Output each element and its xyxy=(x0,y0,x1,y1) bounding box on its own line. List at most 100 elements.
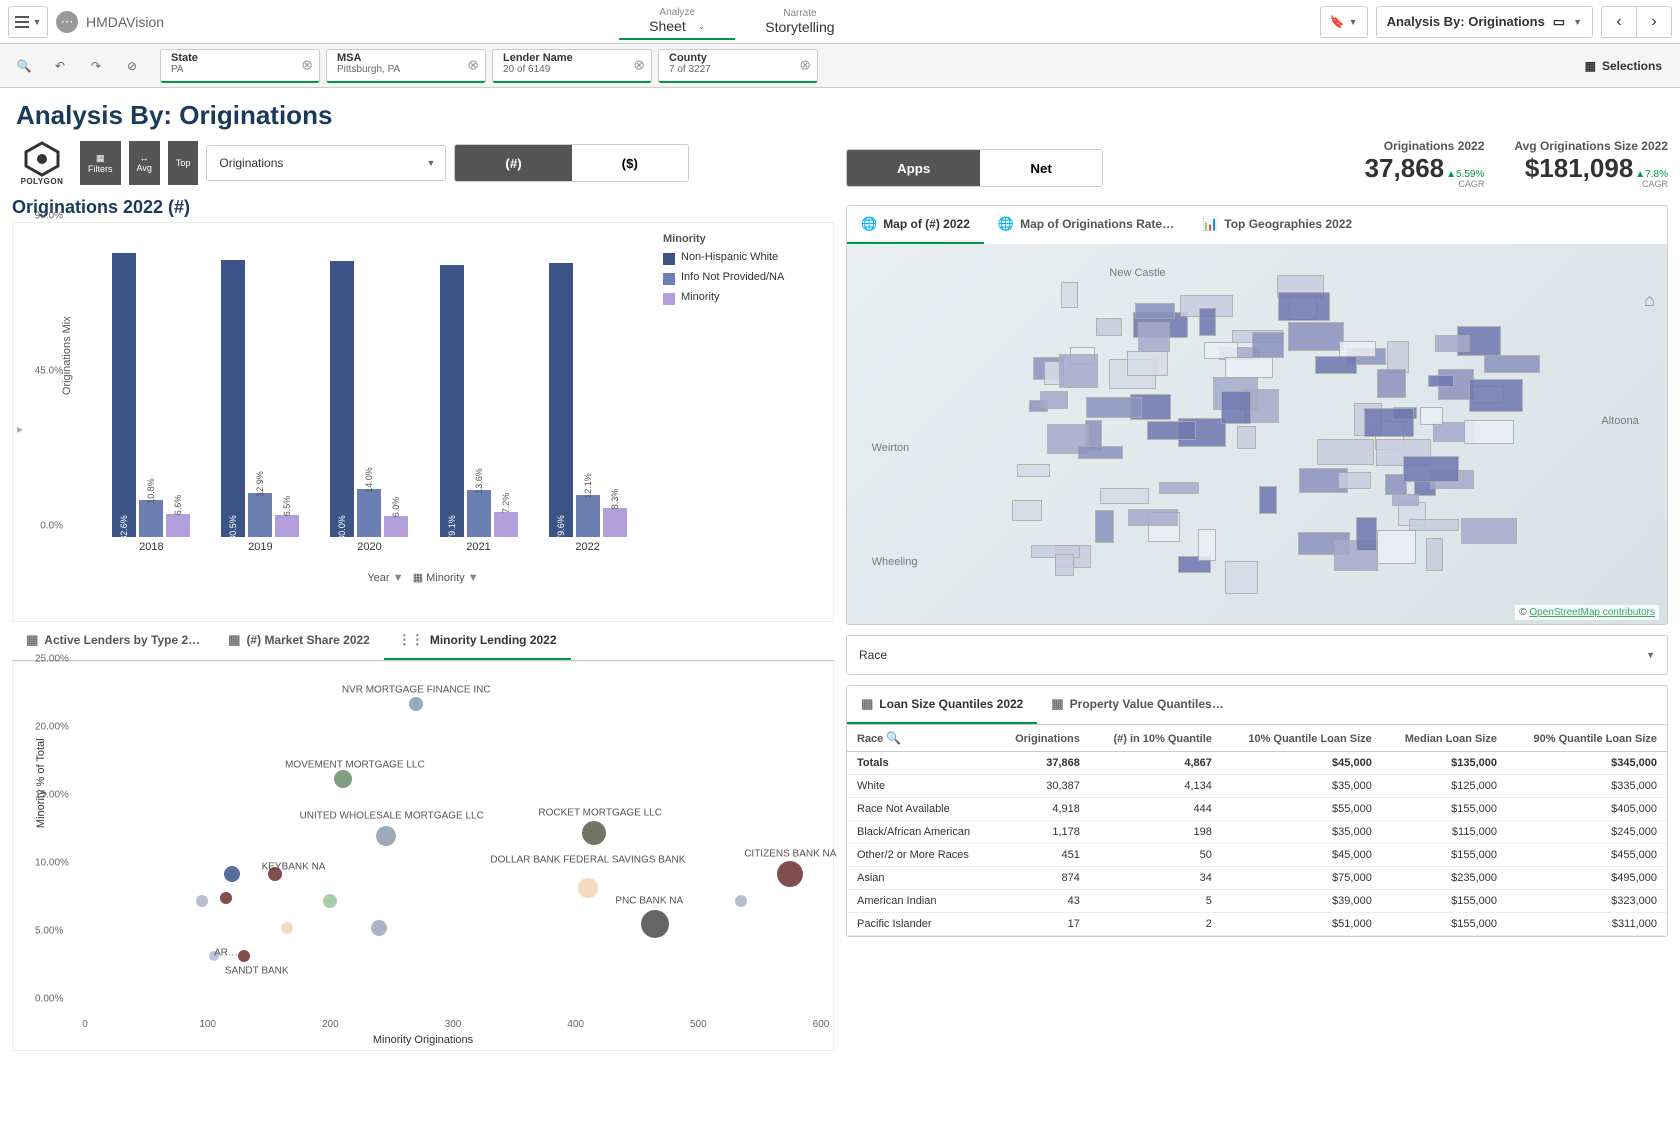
chevron-down-icon[interactable]: ▼ xyxy=(468,572,479,584)
choropleth-region[interactable] xyxy=(1426,538,1443,571)
choropleth-region[interactable] xyxy=(1061,282,1078,308)
bar[interactable]: 82.6% xyxy=(112,253,136,538)
filter-chip[interactable]: Lender Name 20 of 6149 ⊗ xyxy=(492,49,652,83)
table-tab[interactable]: ▦Property Value Quantiles… xyxy=(1037,686,1237,724)
choropleth-region[interactable] xyxy=(1409,519,1459,531)
choropleth-region[interactable] xyxy=(1252,332,1284,357)
segment-apps-button[interactable]: Apps xyxy=(847,150,980,186)
filter-chip[interactable]: State PA ⊗ xyxy=(160,49,320,83)
table-header[interactable]: 90% Quantile Loan Size xyxy=(1507,725,1667,752)
next-sheet-button[interactable]: › xyxy=(1636,6,1672,38)
bar[interactable]: 6.0% xyxy=(384,516,408,537)
search-icon[interactable]: 🔍 xyxy=(886,731,901,745)
close-icon[interactable]: ⊗ xyxy=(301,57,313,74)
choropleth-region[interactable] xyxy=(1147,421,1197,439)
scatter-point[interactable] xyxy=(578,878,598,898)
table-row[interactable]: Race Not Available4,918444$55,000$155,00… xyxy=(847,798,1667,821)
table-header[interactable]: (#) in 10% Quantile xyxy=(1090,725,1222,752)
bookmark-button[interactable]: 🔖 ▼ xyxy=(1320,6,1368,38)
scatter-point[interactable] xyxy=(220,892,232,904)
choropleth-region[interactable] xyxy=(1017,464,1050,476)
choropleth-region[interactable] xyxy=(1403,456,1459,482)
scatter-point[interactable] xyxy=(268,867,282,881)
choropleth-region[interactable] xyxy=(1461,518,1518,544)
smart-search-button[interactable]: 🔍 xyxy=(8,50,40,82)
bar[interactable]: 80.0% xyxy=(330,261,354,537)
filter-chip[interactable]: MSA Pittsburgh, PA ⊗ xyxy=(326,49,486,83)
choropleth-region[interactable] xyxy=(1135,303,1175,320)
bar[interactable]: 8.3% xyxy=(603,508,627,537)
table-tab[interactable]: ▦Loan Size Quantiles 2022 xyxy=(847,686,1037,724)
choropleth-region[interactable] xyxy=(1377,530,1416,564)
map-tab[interactable]: 🌐Map of Originations Rate… xyxy=(984,206,1188,244)
close-icon[interactable]: ⊗ xyxy=(467,57,479,74)
choropleth-region[interactable] xyxy=(1127,351,1168,376)
close-icon[interactable]: ⊗ xyxy=(633,57,645,74)
filter-chip[interactable]: County 7 of 3227 ⊗ xyxy=(658,49,818,83)
legend-item[interactable]: Non-Hispanic White xyxy=(663,251,823,265)
choropleth-region[interactable] xyxy=(1159,482,1199,494)
legend-item[interactable]: Info Not Provided/NA xyxy=(663,271,823,285)
choropleth-region[interactable] xyxy=(1259,486,1277,514)
choropleth-region[interactable] xyxy=(1377,369,1406,398)
step-back-button[interactable]: ↶ xyxy=(44,50,76,82)
top-button[interactable]: Top xyxy=(168,141,199,185)
choropleth-region[interactable] xyxy=(1199,308,1216,335)
choropleth-region[interactable] xyxy=(1469,379,1523,412)
nav-tab-narrate[interactable]: Narrate Storytelling xyxy=(735,4,864,39)
bar[interactable]: 13.6% xyxy=(467,490,491,537)
tab[interactable]: ▦(#) Market Share 2022 xyxy=(214,622,384,660)
bar[interactable]: 80.5% xyxy=(221,260,245,537)
legend-item[interactable]: Minority xyxy=(663,291,823,305)
choropleth-region[interactable] xyxy=(1225,357,1273,377)
scatter-point[interactable] xyxy=(777,861,803,887)
segment-dollar-button[interactable]: ($) xyxy=(572,145,688,181)
choropleth-region[interactable] xyxy=(1420,407,1443,425)
map-tab[interactable]: 📊Top Geographies 2022 xyxy=(1188,206,1366,244)
choropleth-region[interactable] xyxy=(1198,529,1216,562)
choropleth-region[interactable] xyxy=(1012,500,1042,522)
table-row[interactable]: Asian87434$75,000$235,000$495,000 xyxy=(847,867,1667,890)
table-header[interactable]: Median Loan Size xyxy=(1382,725,1507,752)
choropleth-region[interactable] xyxy=(1055,554,1073,577)
table-row[interactable]: Totals37,8684,867$45,000$135,000$345,000 xyxy=(847,752,1667,775)
map-tab[interactable]: 🌐Map of (#) 2022 xyxy=(847,206,984,244)
scatter-point[interactable] xyxy=(238,950,250,962)
bar[interactable]: 7.2% xyxy=(494,512,518,537)
clear-all-button[interactable]: ⊘ xyxy=(116,50,148,82)
metric-dropdown[interactable]: Originations xyxy=(206,145,446,181)
tab[interactable]: ⋮⋮Minority Lending 2022 xyxy=(384,622,571,660)
race-dropdown[interactable]: Race xyxy=(846,635,1668,675)
table-row[interactable]: White30,3874,134$35,000$125,000$335,000 xyxy=(847,775,1667,798)
choropleth-region[interactable] xyxy=(1435,335,1470,352)
scatter-point[interactable] xyxy=(641,910,669,938)
choropleth-region[interactable] xyxy=(1138,322,1170,352)
choropleth-region[interactable] xyxy=(1392,494,1419,506)
table-row[interactable]: American Indian435$39,000$155,000$323,00… xyxy=(847,890,1667,913)
bar[interactable]: 6.6% xyxy=(166,514,190,537)
filters-button[interactable]: ▦Filters xyxy=(80,141,121,185)
scatter-point[interactable] xyxy=(334,770,352,788)
scatter-point[interactable] xyxy=(371,920,387,936)
scatter-point[interactable] xyxy=(735,895,747,907)
bar[interactable]: 6.5% xyxy=(275,515,299,537)
segment-net-button[interactable]: Net xyxy=(980,150,1101,186)
choropleth-region[interactable] xyxy=(1317,439,1374,465)
table-header[interactable]: Race 🔍 xyxy=(847,725,995,752)
choropleth-region[interactable] xyxy=(1100,488,1149,505)
choropleth-region[interactable] xyxy=(1095,510,1114,542)
sheet-selector-dropdown[interactable]: Analysis By: Originations ▭ ▼ xyxy=(1376,6,1593,38)
scatter-point[interactable] xyxy=(281,922,293,934)
choropleth-region[interactable] xyxy=(1059,354,1098,387)
selections-button[interactable]: ▦ Selections xyxy=(1575,53,1672,79)
main-menu-button[interactable]: ▼ xyxy=(8,6,48,38)
choropleth-region[interactable] xyxy=(1338,472,1371,489)
choropleth-region[interactable] xyxy=(1484,355,1540,373)
step-forward-button[interactable]: ↷ xyxy=(80,50,112,82)
bar[interactable]: 12.9% xyxy=(248,493,272,537)
map-area[interactable]: ⌂ © OpenStreetMap contributors New Castl… xyxy=(847,244,1667,624)
choropleth-region[interactable] xyxy=(1464,420,1514,444)
bar[interactable]: 10.8% xyxy=(139,500,163,537)
scatter-point[interactable] xyxy=(224,866,240,882)
bar[interactable]: 14.0% xyxy=(357,489,381,537)
